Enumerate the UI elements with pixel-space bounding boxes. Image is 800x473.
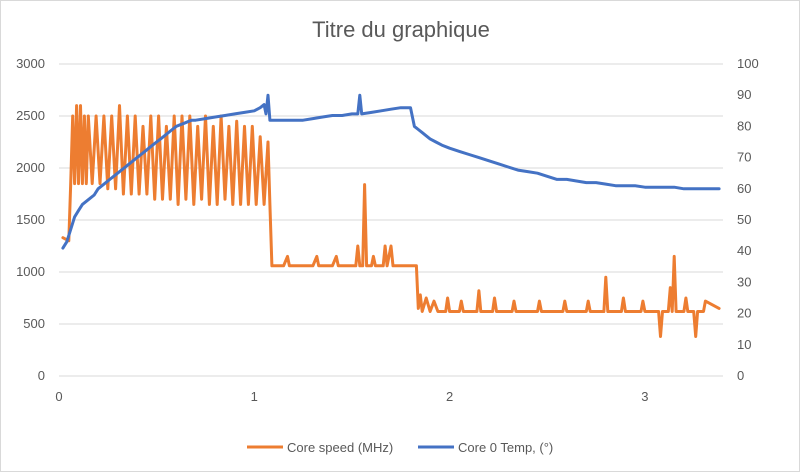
x-tick-label: 2 bbox=[446, 389, 453, 404]
y2-tick-label: 50 bbox=[737, 212, 751, 227]
y-tick-label: 0 bbox=[38, 368, 45, 383]
y-axis-right: 0 10 20 30 40 50 60 70 80 90 100 bbox=[737, 56, 759, 383]
y2-tick-label: 20 bbox=[737, 306, 751, 321]
y-tick-label: 2500 bbox=[16, 108, 45, 123]
y-tick-label: 2000 bbox=[16, 160, 45, 175]
y2-tick-label: 90 bbox=[737, 87, 751, 102]
y2-tick-label: 30 bbox=[737, 274, 751, 289]
y-tick-label: 3000 bbox=[16, 56, 45, 71]
x-tick-label: 1 bbox=[251, 389, 258, 404]
x-axis: 0 1 2 3 bbox=[55, 389, 648, 404]
y2-tick-label: 100 bbox=[737, 56, 759, 71]
y2-tick-label: 10 bbox=[737, 337, 751, 352]
chart-title: Titre du graphique bbox=[312, 17, 490, 42]
y-tick-label: 1000 bbox=[16, 264, 45, 279]
y2-tick-label: 60 bbox=[737, 181, 751, 196]
legend-label-1: Core 0 Temp, (°) bbox=[458, 440, 553, 455]
series-line-0 bbox=[61, 104, 721, 338]
y2-tick-label: 70 bbox=[737, 150, 751, 165]
series-line-1 bbox=[61, 93, 721, 250]
legend: Core speed (MHz) Core 0 Temp, (°) bbox=[247, 440, 553, 455]
y-axis-left: 0 500 1000 1500 2000 2500 3000 bbox=[16, 56, 45, 383]
y-tick-label: 1500 bbox=[16, 212, 45, 227]
x-tick-label: 3 bbox=[641, 389, 648, 404]
series-group bbox=[61, 93, 721, 338]
gridlines bbox=[59, 63, 723, 377]
x-tick-label: 0 bbox=[55, 389, 62, 404]
y-tick-label: 500 bbox=[23, 316, 45, 331]
y2-tick-label: 80 bbox=[737, 118, 751, 133]
y2-tick-label: 0 bbox=[737, 368, 744, 383]
legend-label-0: Core speed (MHz) bbox=[287, 440, 393, 455]
y2-tick-label: 40 bbox=[737, 243, 751, 258]
